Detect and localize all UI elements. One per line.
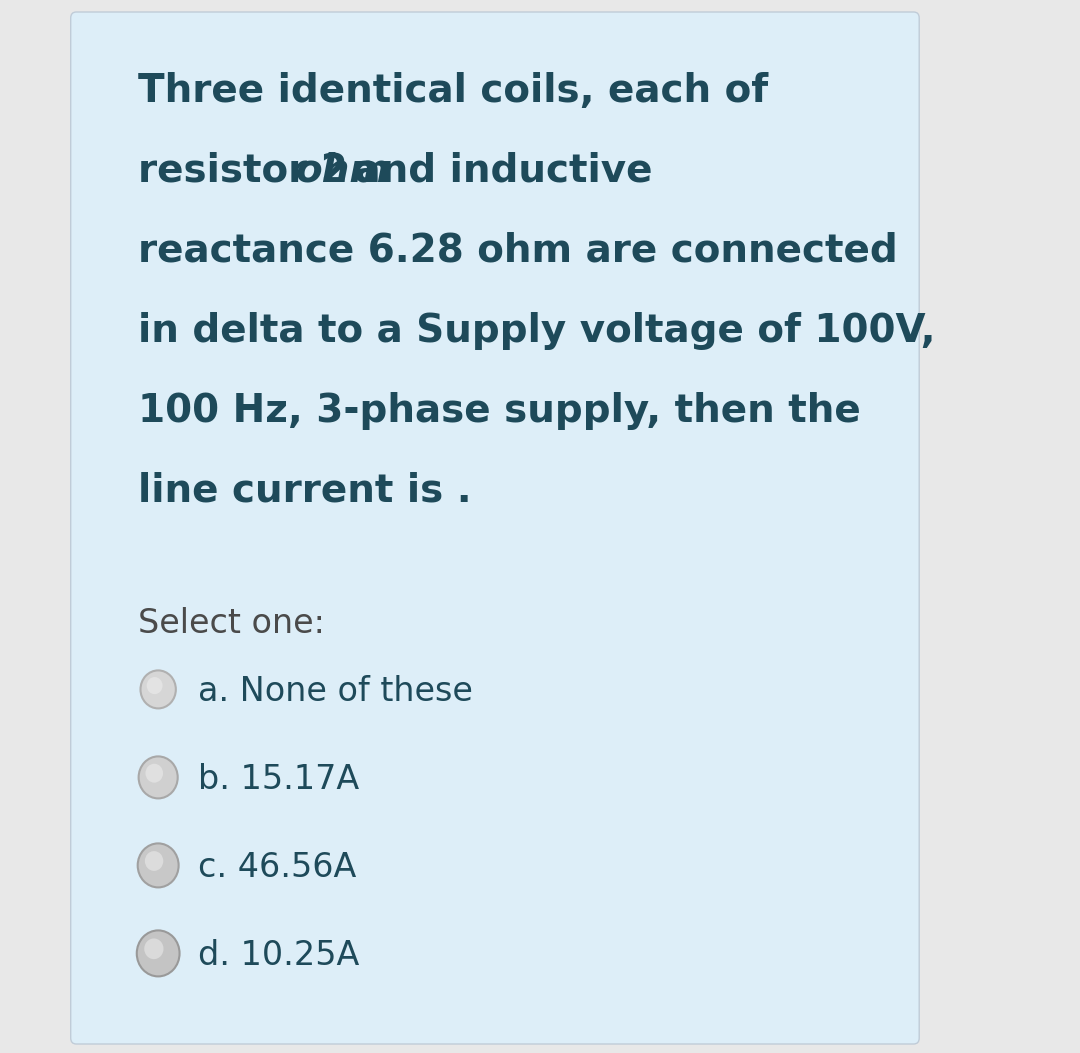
Circle shape: [137, 843, 178, 888]
Text: c. 46.56A: c. 46.56A: [198, 851, 356, 885]
Text: ohm: ohm: [296, 152, 391, 190]
Text: line current is .: line current is .: [137, 472, 471, 510]
Circle shape: [147, 677, 163, 694]
Text: resistor 2: resistor 2: [137, 152, 348, 190]
Circle shape: [146, 763, 163, 782]
Circle shape: [145, 851, 163, 871]
Circle shape: [137, 931, 179, 976]
Circle shape: [138, 756, 178, 798]
Text: Three identical coils, each of: Three identical coils, each of: [137, 72, 768, 110]
Circle shape: [145, 938, 163, 959]
FancyBboxPatch shape: [70, 12, 919, 1044]
Text: and inductive: and inductive: [340, 152, 652, 190]
Circle shape: [140, 671, 176, 709]
Text: b. 15.17A: b. 15.17A: [198, 763, 360, 796]
Text: d. 10.25A: d. 10.25A: [198, 939, 360, 972]
Text: Select one:: Select one:: [137, 607, 325, 640]
Text: 100 Hz, 3-phase supply, then the: 100 Hz, 3-phase supply, then the: [137, 392, 861, 430]
Text: reactance 6.28 ohm are connected: reactance 6.28 ohm are connected: [137, 232, 897, 270]
Text: in delta to a Supply voltage of 100V,: in delta to a Supply voltage of 100V,: [137, 312, 935, 350]
Text: a. None of these: a. None of these: [198, 675, 473, 708]
